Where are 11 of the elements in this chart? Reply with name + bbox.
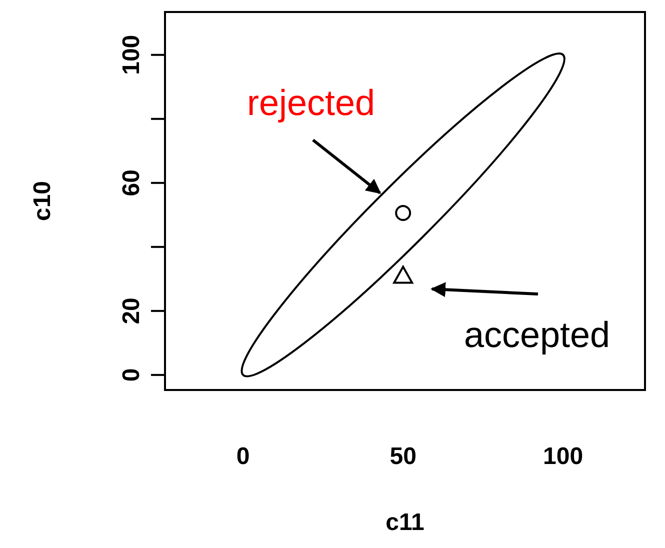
x-tick-label: 50 [390, 443, 416, 470]
y-tick-label: 100 [118, 34, 145, 75]
annotation: rejected [246, 82, 376, 123]
y-axis-title: c10 [29, 180, 56, 222]
y-tick-label: 0 [118, 368, 145, 382]
x-tick-label: 0 [236, 443, 250, 470]
annotation: accepted [464, 314, 610, 355]
y-tick-label: 20 [118, 298, 145, 324]
y-tick-label: 60 [118, 170, 145, 196]
x-axis-title: c11 [386, 509, 424, 536]
x-tick-label: 100 [543, 443, 584, 470]
